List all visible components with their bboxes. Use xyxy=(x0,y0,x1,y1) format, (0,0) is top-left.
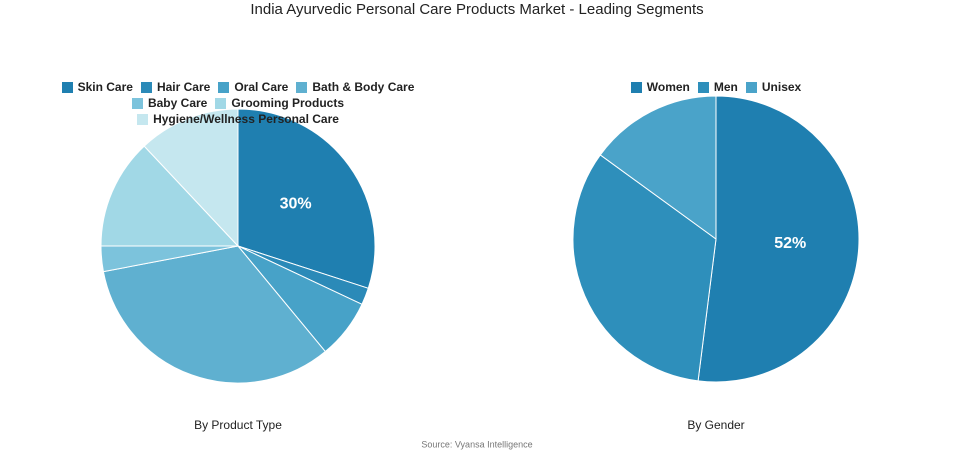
legend-item: Grooming Products xyxy=(215,96,344,110)
pie-slice xyxy=(572,154,717,382)
legend-label: Grooming Products xyxy=(231,96,345,110)
legend-label: Oral Care xyxy=(234,80,289,94)
legend: Skin Care Hair Care Oral Care Bath & Body C… xyxy=(28,80,448,126)
legend-swatch xyxy=(745,81,757,93)
legend-label: Unisex xyxy=(761,80,802,94)
legend-swatch xyxy=(61,81,73,93)
legend-swatch xyxy=(218,81,230,93)
legend-item: Bath & Body Care xyxy=(296,80,414,94)
legend-item: Baby Care xyxy=(131,96,208,110)
legend-swatch xyxy=(137,113,149,125)
pie-slice xyxy=(237,108,376,289)
legend-swatch xyxy=(215,97,227,109)
legend-label: Hair Care xyxy=(156,80,211,94)
data-label: 30% xyxy=(280,195,312,212)
source: Source: Vyansa Intelligence xyxy=(421,439,532,449)
legend-swatch xyxy=(296,81,308,93)
legend-label: Men xyxy=(713,80,738,94)
legend-item: Oral Care xyxy=(218,80,288,94)
pie-slice xyxy=(143,108,239,248)
legend-item: Hair Care xyxy=(140,80,211,94)
legend-label: Skin Care xyxy=(77,80,133,94)
legend-item: Hygiene/Wellness Personal Care xyxy=(137,112,339,126)
pie-slice xyxy=(697,95,860,383)
legend-swatch xyxy=(630,81,642,93)
pie-slice xyxy=(599,95,717,240)
legend-label: Hygiene/Wellness Personal Care xyxy=(153,112,339,126)
legend-item: Men xyxy=(697,80,738,94)
legend-label: Baby Care xyxy=(147,96,208,110)
legend: Women Men Unisex xyxy=(516,80,916,94)
data-label: 52% xyxy=(774,235,806,252)
legend-item: Unisex xyxy=(745,80,802,94)
chart-subtitle: By Product Type xyxy=(194,418,282,432)
legend-label: Women xyxy=(646,80,690,94)
legend-item: Women xyxy=(630,80,690,94)
legend-swatch xyxy=(140,81,152,93)
legend-swatch xyxy=(697,81,709,93)
legend-swatch xyxy=(131,97,143,109)
chart-title: India Ayurvedic Personal Care Products M… xyxy=(250,1,703,18)
pie-slice xyxy=(100,145,240,247)
pie-slice xyxy=(102,245,327,384)
chart-subtitle: By Gender xyxy=(687,418,744,432)
legend-label: Bath & Body Care xyxy=(312,80,415,94)
legend-item: Skin Care xyxy=(61,80,133,94)
